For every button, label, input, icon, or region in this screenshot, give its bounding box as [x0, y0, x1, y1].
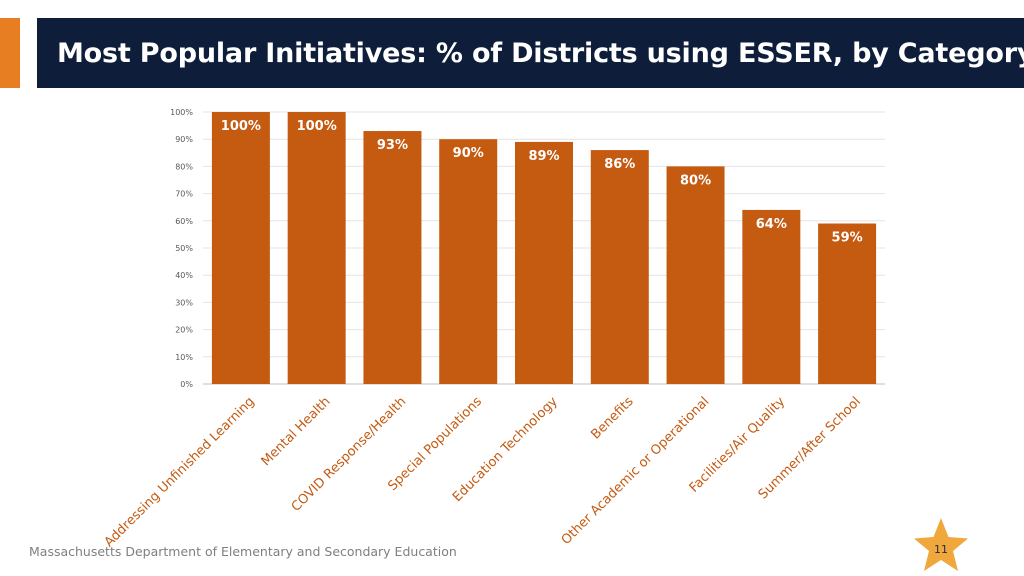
bar: [742, 209, 801, 384]
accent-bar: [0, 18, 20, 88]
x-tick-label: Benefits: [588, 394, 636, 442]
y-tick-label: 30%: [175, 298, 193, 307]
y-tick-label: 0%: [180, 380, 193, 389]
x-tick-label: Addressing Unfinished Learning: [102, 394, 258, 550]
data-label: 100%: [297, 119, 337, 134]
bar: [363, 131, 422, 384]
bar: [515, 141, 573, 384]
slide-title: Most Popular Initiatives: % of Districts…: [57, 37, 1024, 69]
bar: [439, 139, 498, 384]
data-label: 93%: [377, 138, 408, 153]
page-number: 11: [934, 543, 948, 556]
data-label: 90%: [453, 146, 484, 161]
y-tick-label: 20%: [175, 326, 193, 335]
data-label: 100%: [221, 119, 261, 134]
y-tick-label: 80%: [175, 162, 193, 171]
data-label: 89%: [528, 149, 559, 164]
bar: [666, 166, 725, 384]
bar: [590, 150, 649, 384]
y-tick-label: 40%: [175, 271, 193, 280]
y-tick-label: 70%: [175, 190, 193, 199]
bar: [287, 112, 346, 384]
y-tick-label: 50%: [175, 244, 193, 253]
bar: [211, 112, 270, 384]
data-label: 80%: [680, 173, 711, 188]
data-label: 59%: [832, 231, 863, 246]
y-tick-label: 90%: [175, 135, 193, 144]
title-bar: Most Popular Initiatives: % of Districts…: [37, 18, 1024, 88]
y-tick-label: 10%: [175, 353, 193, 362]
bar: [818, 223, 877, 384]
y-tick-label: 60%: [175, 217, 193, 226]
star-icon: [914, 518, 968, 571]
x-tick-label: Mental Health: [259, 394, 334, 469]
footer-org: Massachusetts Department of Elementary a…: [29, 544, 457, 559]
data-label: 64%: [756, 217, 787, 232]
data-label: 86%: [604, 157, 635, 172]
page-number-badge: 11: [910, 516, 972, 576]
y-tick-label: 100%: [170, 108, 193, 117]
x-tick-label: Other Academic or Operational: [559, 394, 713, 548]
